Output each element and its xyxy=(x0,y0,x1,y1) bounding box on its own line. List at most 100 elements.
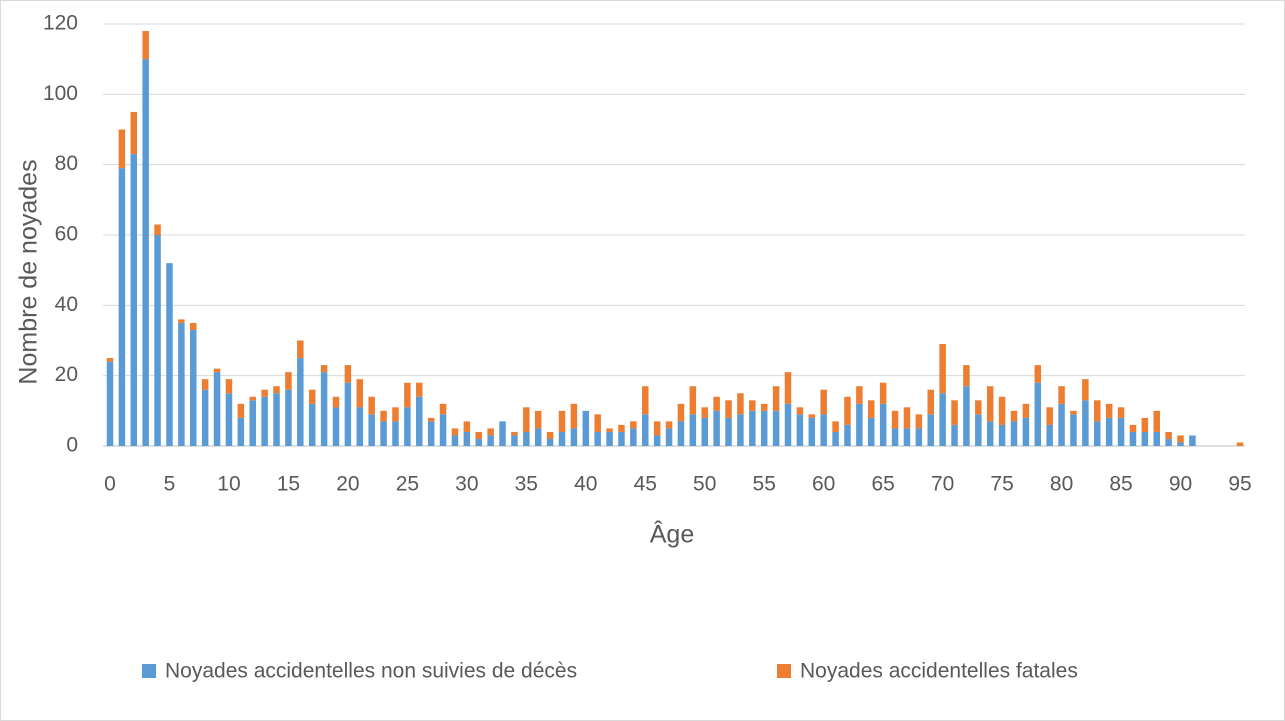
bar-segment xyxy=(879,382,887,404)
bar-segment xyxy=(106,361,114,446)
x-tick-label: 50 xyxy=(693,473,716,496)
bar-segment xyxy=(951,400,958,425)
bar-segment xyxy=(570,403,578,429)
y-tick-label: 0 xyxy=(66,434,78,457)
bar-segment xyxy=(392,421,399,446)
bar-segment xyxy=(1105,403,1113,418)
bar-segment xyxy=(511,435,518,446)
bar-segment xyxy=(166,263,173,446)
bar-segment xyxy=(1177,442,1184,446)
bar-segment xyxy=(1105,417,1113,446)
x-tick-label: 55 xyxy=(753,473,776,496)
bar-segment xyxy=(130,154,138,446)
x-tick-label: 95 xyxy=(1228,473,1251,496)
bar-segment xyxy=(225,393,233,446)
bar-segment xyxy=(297,340,304,359)
bar-segment xyxy=(856,386,863,404)
y-tick-label: 60 xyxy=(55,223,78,246)
bar-segment xyxy=(832,431,839,446)
bar-segment xyxy=(499,421,506,446)
bar-segment xyxy=(868,417,875,446)
bar-segment xyxy=(416,382,423,397)
bar-segment xyxy=(891,410,899,429)
bar-segment xyxy=(642,414,649,446)
bar-segment xyxy=(1082,379,1089,401)
bar-segment xyxy=(1165,438,1172,446)
x-tick-label: 90 xyxy=(1169,473,1192,496)
x-tick-label: 0 xyxy=(104,473,116,496)
bar-segment xyxy=(439,414,447,446)
bar-segment xyxy=(749,400,756,411)
legend-label: Noyades accidentelles fatales xyxy=(800,660,1078,683)
x-tick-label: 75 xyxy=(990,473,1013,496)
bar-segment xyxy=(213,372,221,446)
bar-segment xyxy=(642,386,649,415)
legend-swatch xyxy=(777,664,791,678)
bar-segment xyxy=(297,358,304,446)
bar-segment xyxy=(689,414,697,446)
bar-segment xyxy=(404,382,411,408)
bar-segment xyxy=(178,319,185,323)
bar-segment xyxy=(951,424,958,446)
bar-segment xyxy=(178,322,185,446)
bar-segment xyxy=(332,407,340,446)
x-axis-title: Âge xyxy=(650,520,694,549)
bar-segment xyxy=(915,428,923,446)
bar-segment xyxy=(891,428,899,446)
legend-label: Noyades accidentelles non suivies de déc… xyxy=(165,660,577,683)
bar-segment xyxy=(749,410,756,446)
bar-segment xyxy=(832,421,839,432)
bar-segment xyxy=(701,417,708,446)
bar-segment xyxy=(534,410,542,429)
bar-segment xyxy=(546,431,554,439)
bar-segment xyxy=(796,414,804,446)
bar-segment xyxy=(1141,431,1149,446)
bar-segment xyxy=(237,417,245,446)
bar-segment xyxy=(927,414,934,446)
y-tick-label: 20 xyxy=(55,363,78,386)
bar-segment xyxy=(963,365,970,387)
x-tick-label: 35 xyxy=(515,473,538,496)
bar-segment xyxy=(320,365,328,373)
bar-segment xyxy=(1070,410,1077,415)
bar-segment xyxy=(1010,421,1018,446)
bar-segment xyxy=(1094,400,1101,422)
bar-segment xyxy=(249,400,256,446)
bar-segment xyxy=(392,407,399,422)
bar-segment xyxy=(677,421,685,446)
bar-segment xyxy=(653,421,661,436)
bar-segment xyxy=(760,403,768,411)
bar-segment xyxy=(320,372,328,446)
bar-segment xyxy=(1010,410,1018,422)
bar-segment xyxy=(118,168,126,446)
bar-segment xyxy=(1153,410,1160,432)
bar-segment xyxy=(927,389,934,415)
bar-segment xyxy=(1082,400,1089,446)
bar-segment xyxy=(308,403,316,446)
bar-segment xyxy=(475,438,482,446)
bar-segment xyxy=(963,386,970,446)
bar-segment xyxy=(451,428,459,436)
bar-segment xyxy=(201,379,209,390)
bar-segment xyxy=(1153,431,1160,446)
bar-segment xyxy=(523,431,530,446)
bar-segment xyxy=(225,379,233,394)
bar-segment xyxy=(1046,407,1053,425)
bar-segment xyxy=(1129,424,1137,432)
bar-segment xyxy=(1129,431,1137,446)
x-tick-label: 30 xyxy=(455,473,478,496)
bar-segment xyxy=(772,410,780,446)
bar-segment xyxy=(939,344,946,394)
bar-segment xyxy=(261,396,268,446)
bar-segment xyxy=(118,129,126,169)
bar-segment xyxy=(201,389,209,446)
x-tick-label: 10 xyxy=(217,473,240,496)
bar-segment xyxy=(903,428,911,446)
bar-segment xyxy=(368,396,375,415)
x-tick-label: 65 xyxy=(871,473,894,496)
bar-segment xyxy=(606,428,613,432)
bar-segment xyxy=(653,435,661,446)
bar-segment xyxy=(463,431,471,446)
